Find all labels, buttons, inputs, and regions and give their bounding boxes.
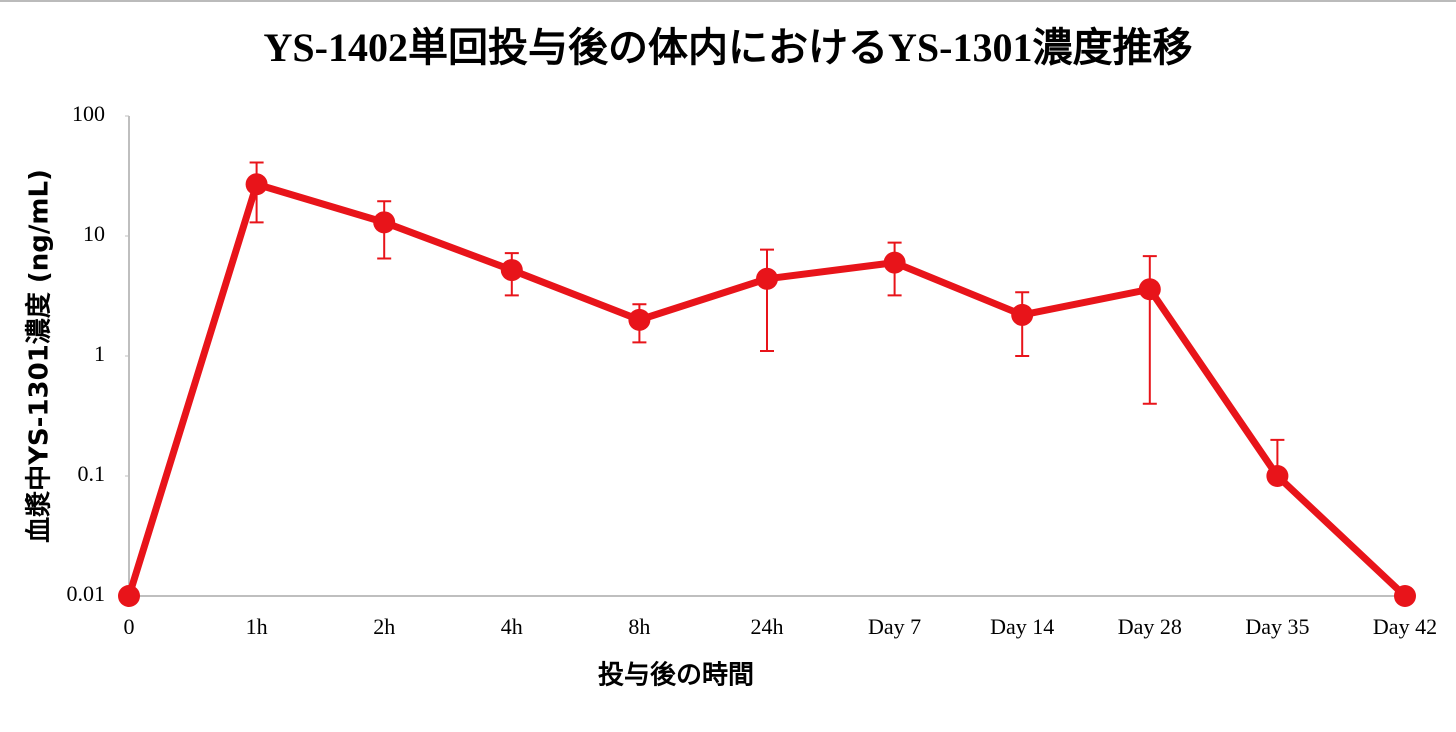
error-bar bbox=[760, 248, 774, 353]
x-tick-label: Day 28 bbox=[1118, 614, 1182, 639]
data-point bbox=[118, 585, 140, 607]
data-point bbox=[1266, 465, 1289, 487]
y-tick-label: 0.01 bbox=[67, 581, 106, 606]
x-tick-label: Day 42 bbox=[1373, 614, 1437, 639]
y-axis-title: 血漿中YS-1301濃度 (ng/mL) bbox=[24, 169, 55, 543]
x-tick-label: 4h bbox=[501, 614, 523, 639]
x-tick-label: 0 bbox=[124, 614, 135, 639]
data-point bbox=[1394, 585, 1416, 607]
data-point bbox=[373, 211, 396, 234]
data-point bbox=[1138, 278, 1161, 301]
data-point bbox=[628, 308, 651, 331]
data-point bbox=[1011, 303, 1034, 326]
x-tick-label: 2h bbox=[373, 614, 395, 639]
x-tick-label: Day 14 bbox=[990, 614, 1054, 639]
x-tick-label: Day 7 bbox=[868, 614, 921, 639]
chart-title: YS-1402単回投与後の体内におけるYS-1301濃度推移 bbox=[264, 25, 1193, 70]
data-point bbox=[756, 267, 778, 290]
x-tick-label: 8h bbox=[628, 614, 650, 639]
data-point bbox=[500, 259, 523, 282]
data-point bbox=[883, 251, 906, 274]
y-tick-label: 100 bbox=[72, 101, 105, 126]
data-point bbox=[245, 173, 268, 196]
x-axis-title: 投与後の時間 bbox=[598, 660, 754, 691]
x-tick-label: Day 35 bbox=[1245, 614, 1309, 639]
y-tick-label: 0.1 bbox=[78, 461, 106, 486]
y-tick-label: 10 bbox=[83, 221, 105, 246]
y-tick-label: 1 bbox=[94, 341, 105, 366]
x-tick-label: 24h bbox=[751, 614, 784, 639]
data-line bbox=[125, 180, 1408, 599]
x-tick-label: 1h bbox=[246, 614, 268, 639]
